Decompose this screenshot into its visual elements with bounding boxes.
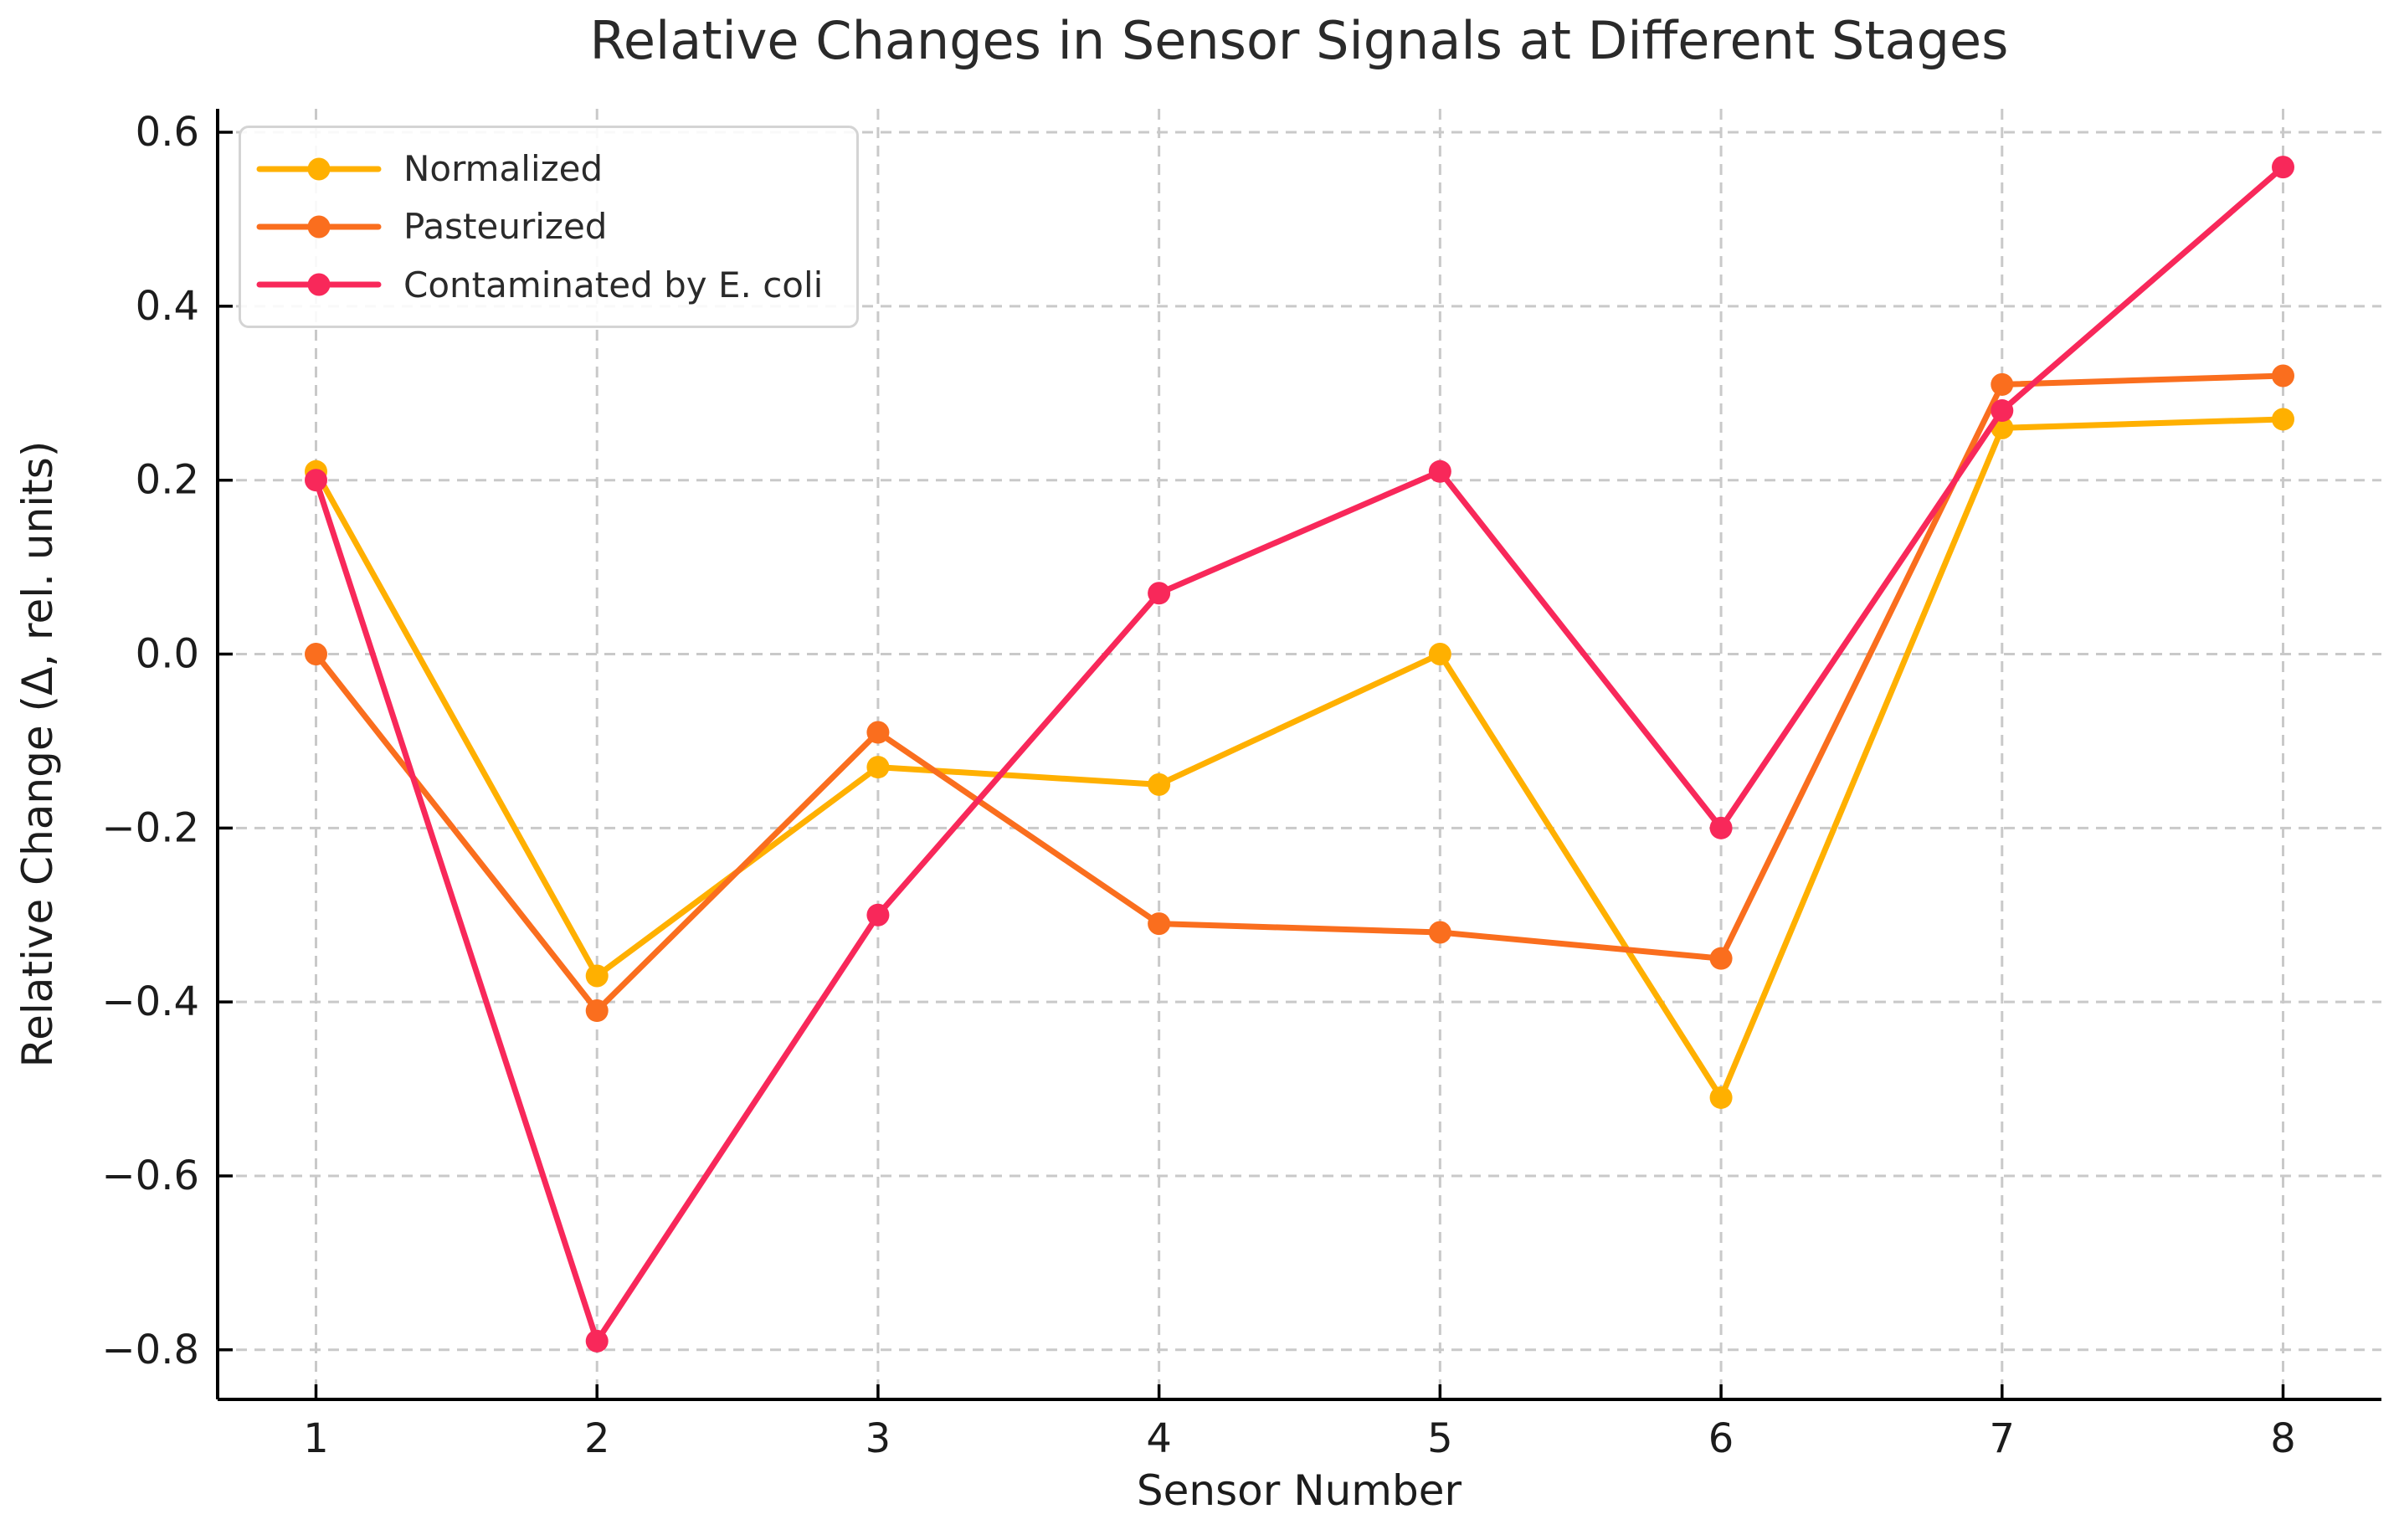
legend-label: Pasteurized bbox=[403, 206, 608, 248]
data-point bbox=[2272, 364, 2294, 388]
data-point bbox=[585, 1329, 609, 1353]
x-tick-label: 7 bbox=[1990, 1415, 2016, 1462]
data-point bbox=[1709, 1086, 1733, 1109]
series-line-normalized bbox=[313, 416, 2286, 1101]
data-point bbox=[1148, 773, 1171, 796]
data-point bbox=[2272, 156, 2294, 179]
x-tick-label: 3 bbox=[866, 1415, 891, 1462]
data-point bbox=[2272, 408, 2294, 431]
data-point bbox=[1428, 459, 1451, 483]
data-point bbox=[1991, 399, 2014, 423]
data-point bbox=[305, 643, 327, 666]
data-point bbox=[1709, 816, 1733, 839]
data-point bbox=[866, 721, 890, 744]
y-tick-label: 0.2 bbox=[136, 457, 199, 504]
x-tick-label: 5 bbox=[1427, 1415, 1453, 1462]
legend-label: Normalized bbox=[403, 148, 604, 190]
x-axis-label: Sensor Number bbox=[1136, 1466, 1462, 1515]
data-point bbox=[1991, 372, 2014, 396]
data-point bbox=[866, 903, 890, 927]
y-tick-label: −0.4 bbox=[101, 978, 199, 1025]
data-point bbox=[1428, 921, 1451, 944]
data-point bbox=[1428, 643, 1451, 666]
data-point bbox=[305, 469, 327, 492]
legend-item: Contaminated by E. coli bbox=[256, 256, 823, 314]
series-line-contaminated-by-e-coli bbox=[313, 164, 2286, 1344]
x-tick-label: 1 bbox=[303, 1415, 329, 1462]
y-tick-label: 0.0 bbox=[136, 631, 199, 678]
y-tick-label: −0.6 bbox=[101, 1152, 199, 1199]
x-tick-label: 4 bbox=[1146, 1415, 1172, 1462]
legend-line-marker-icon bbox=[256, 273, 382, 296]
y-tick-label: 0.6 bbox=[136, 109, 199, 156]
legend-label: Contaminated by E. coli bbox=[403, 264, 824, 305]
data-point bbox=[1148, 912, 1171, 936]
y-tick-label: 0.4 bbox=[136, 283, 199, 330]
legend-line-marker-icon bbox=[256, 157, 382, 181]
y-tick-label: −0.2 bbox=[101, 804, 199, 851]
legend-line-marker-icon bbox=[256, 215, 382, 239]
data-point bbox=[585, 964, 609, 988]
legend: Normalized Pasteurized Contaminated by E. … bbox=[239, 126, 860, 328]
legend-item: Pasteurized bbox=[256, 198, 823, 255]
series-line-pasteurized bbox=[313, 372, 2286, 1014]
x-tick-label: 8 bbox=[2270, 1415, 2296, 1462]
x-tick-label: 2 bbox=[584, 1415, 610, 1462]
y-tick-label: −0.8 bbox=[101, 1327, 199, 1373]
data-point bbox=[585, 999, 609, 1023]
legend-item: Normalized bbox=[256, 140, 823, 198]
y-axis-label: Relative Change (Δ, rel. units) bbox=[13, 440, 62, 1068]
data-point bbox=[1148, 582, 1171, 605]
data-point bbox=[866, 756, 890, 779]
data-point bbox=[1709, 947, 1733, 970]
chart-title: Relative Changes in Sensor Signals at Di… bbox=[589, 10, 2009, 71]
x-tick-label: 6 bbox=[1708, 1415, 1734, 1462]
